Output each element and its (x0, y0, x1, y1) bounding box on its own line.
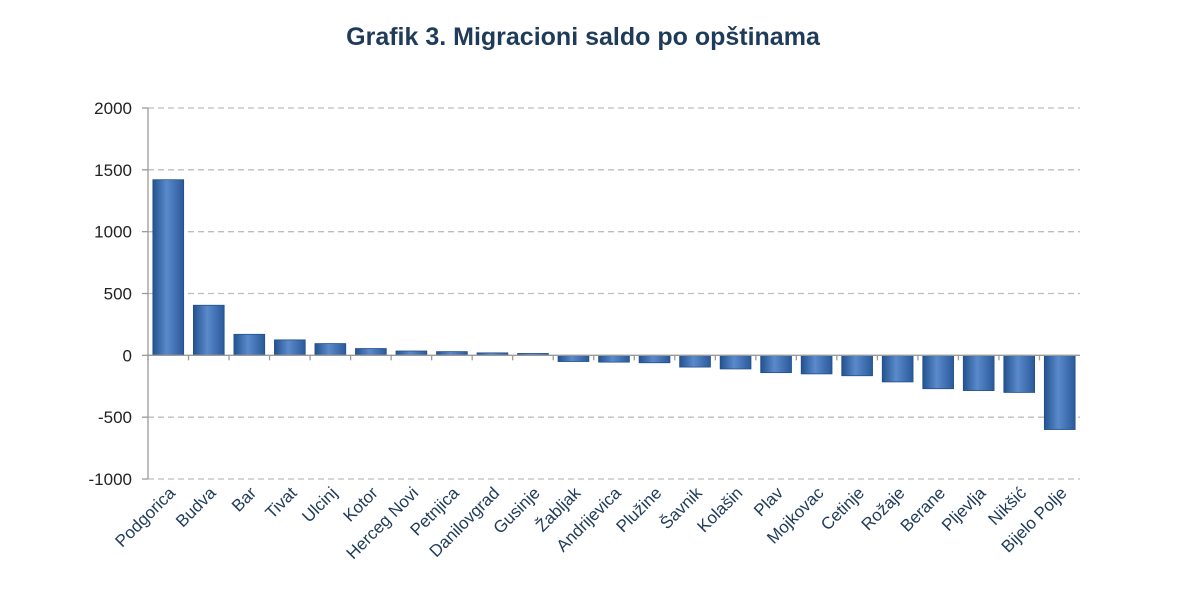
y-tick-label: 500 (104, 285, 132, 304)
x-tick-label: Podgorica (112, 483, 180, 551)
x-tick-label: Plužine (612, 483, 665, 536)
y-tick-label: 1500 (94, 161, 132, 180)
bar-plav (760, 354, 792, 374)
y-tick-label: 2000 (94, 99, 132, 118)
x-tick-label: Budva (172, 483, 220, 531)
x-tick-label: Tivat (262, 483, 301, 522)
y-tick-label: 0 (123, 346, 132, 365)
x-tick-label: Berane (897, 483, 949, 535)
bar-kotor (355, 348, 387, 356)
x-tick-label: Ulcinj (298, 483, 341, 526)
bar-mojkovac (800, 354, 833, 375)
bar-cetinje (841, 354, 873, 377)
bar-ulcinj (314, 343, 347, 356)
bar-pljevlja (962, 354, 995, 391)
x-tick-label: Bar (228, 483, 260, 515)
bar-nikšić (1003, 354, 1036, 393)
axes (142, 107, 1080, 480)
x-tick-label: Cetinje (817, 483, 868, 534)
y-tick-label: 1000 (94, 223, 132, 242)
bar-tivat (274, 339, 306, 356)
bars (152, 179, 1076, 430)
bar-bar (233, 333, 266, 356)
bar-podgorica (152, 179, 185, 356)
chart-title: Grafik 3. Migracioni saldo po opštinama (346, 23, 821, 51)
bar-žabljak (557, 354, 590, 362)
x-tick-label: Pljevlja (938, 483, 990, 535)
bar-šavnik (679, 354, 711, 368)
y-tick-label: -500 (98, 408, 132, 427)
y-tick-labels: 2000 1500 1000 500 0 -500 -1000 (89, 99, 132, 489)
bar-andrijevica (598, 354, 630, 363)
bar-rožaje (881, 354, 914, 383)
grid-lines (148, 107, 1080, 480)
bar-kolašin (719, 354, 752, 370)
bar-bijelo-polje (1043, 354, 1076, 430)
x-tick-label: Kolašin (694, 483, 747, 536)
bar-berane (922, 354, 954, 390)
y-tick-label: -1000 (89, 470, 132, 489)
bar-plužine (638, 354, 671, 364)
bar-budva (192, 304, 225, 356)
